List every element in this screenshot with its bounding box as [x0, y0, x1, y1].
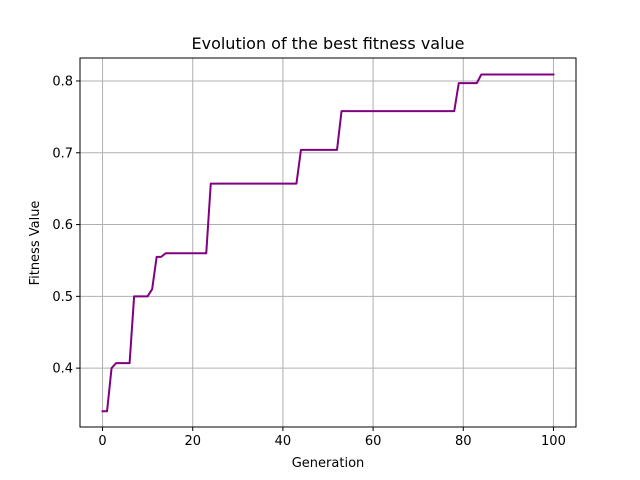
y-tick-label: 0.6 — [52, 218, 73, 233]
y-tick-label: 0.5 — [52, 290, 73, 305]
x-tick-label: 60 — [365, 434, 382, 449]
x-axis-label: Generation — [292, 456, 365, 471]
y-axis-label: Fitness Value — [28, 201, 43, 286]
x-tick-label: 40 — [275, 434, 292, 449]
plot-frame — [79, 57, 577, 428]
series-layer — [101, 73, 555, 413]
y-tick-label: 0.4 — [52, 362, 73, 377]
x-tick-label: 0 — [98, 434, 106, 449]
ticks: 0 20 40 60 80 100 0.4 0.5 0.6 0.7 0.8 — [52, 74, 566, 449]
y-tick-label: 0.7 — [52, 146, 73, 161]
grid-lines — [80, 58, 576, 427]
series-line — [101, 73, 555, 413]
x-tick-label: 100 — [541, 434, 566, 449]
chart-title: Evolution of the best fitness value — [191, 34, 464, 53]
x-tick-label: 20 — [184, 434, 201, 449]
y-tick-label: 0.8 — [52, 74, 73, 89]
x-tick-label: 80 — [455, 434, 472, 449]
